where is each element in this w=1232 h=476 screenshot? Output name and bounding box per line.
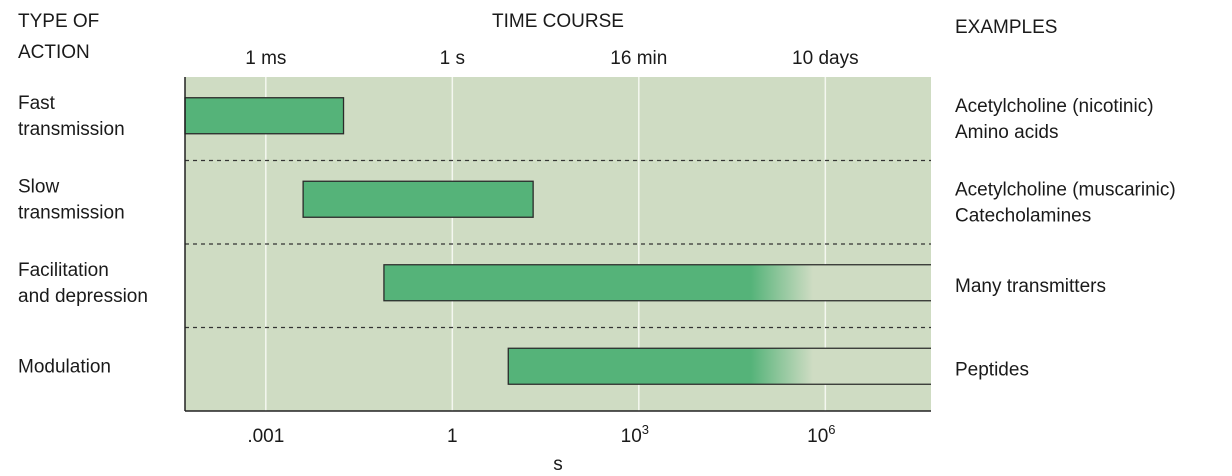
- example-0-line-1: Amino acids: [955, 122, 1059, 143]
- row-label-2-line-1: and depression: [18, 286, 148, 307]
- bottom-tick-label-2: 103: [621, 422, 649, 447]
- example-1-line-0: Acetylcholine (muscarinic): [955, 179, 1176, 200]
- x-axis-label: s: [553, 454, 563, 475]
- bottom-tick-label-3: 106: [807, 422, 835, 447]
- type-of-action-header-line1: TYPE OF: [18, 11, 99, 32]
- axes: [184, 77, 931, 412]
- example-0-line-0: Acetylcholine (nicotinic): [955, 96, 1154, 117]
- top-tick-labels: 1 ms 1 s 16 min 10 days: [245, 48, 858, 69]
- example-1-line-1: Catecholamines: [955, 205, 1091, 226]
- bottom-tick-labels: .001 1 103 106: [247, 422, 835, 447]
- bottom-tick-label-1: 1: [447, 426, 458, 447]
- type-of-action-header-line2: ACTION: [18, 42, 90, 63]
- row-label-2-line-0: Facilitation: [18, 260, 109, 281]
- bar-outline-1: [302, 180, 534, 218]
- row-label-0-line-1: transmission: [18, 119, 125, 140]
- bar-1: [303, 181, 534, 218]
- example-3-line-0: Peptides: [955, 359, 1029, 380]
- time-course-header: TIME COURSE: [492, 11, 624, 32]
- top-tick-label-3: 10 days: [792, 48, 859, 69]
- examples-header: EXAMPLES: [955, 17, 1057, 38]
- example-2-line-0: Many transmitters: [955, 276, 1106, 297]
- bars: [184, 97, 931, 385]
- bottom-tick-exponent-3: 6: [828, 422, 835, 437]
- row-label-1-line-1: transmission: [18, 202, 125, 223]
- row-label-3-line-0: Modulation: [18, 356, 111, 377]
- bottom-tick-exponent-2: 3: [642, 422, 649, 437]
- row-label-0-line-0: Fast: [18, 93, 56, 114]
- bar-0: [185, 97, 344, 134]
- top-tick-label-1: 1 s: [440, 48, 465, 69]
- bar-3: [508, 348, 931, 385]
- bar-outline-3: [507, 347, 931, 385]
- row-label-1-line-0: Slow: [18, 176, 59, 197]
- example-labels: Acetylcholine (nicotinic) Amino acids Acet…: [955, 96, 1176, 381]
- bottom-tick-label-0: .001: [247, 426, 284, 447]
- row-labels: Fast transmission Slow transmission Facilita…: [18, 93, 148, 378]
- top-tick-label-2: 16 min: [610, 48, 667, 69]
- bar-2: [383, 264, 931, 301]
- bar-outline-2: [383, 264, 931, 302]
- top-tick-label-0: 1 ms: [245, 48, 286, 69]
